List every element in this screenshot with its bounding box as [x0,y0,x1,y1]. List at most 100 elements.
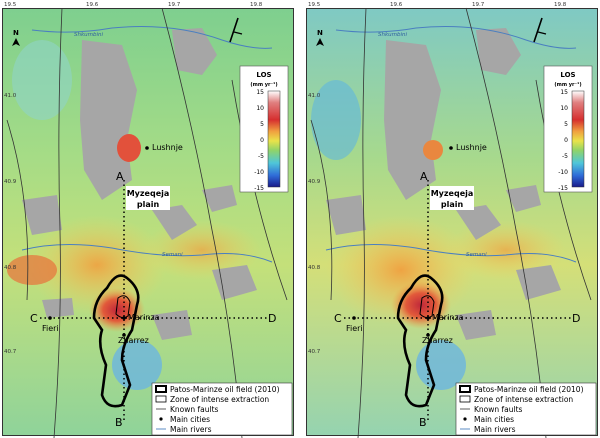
lon-tick: 19.5 [4,2,17,8]
subsidence-zone [12,40,72,120]
fault-line [231,79,288,301]
city-dot-zharrez [122,333,126,337]
river-label-shkumbini: Shkumbini [378,32,408,38]
lat-tick: 40.8 [4,265,17,271]
lon-tick: 19.8 [554,2,567,8]
legend-symbol-extraction [459,395,471,403]
legend-label: Known faults [170,405,219,414]
legend-symbol-city [159,417,163,421]
profile-label-c: C [30,312,38,325]
fault-line [465,7,547,438]
profile-label-a: A [420,170,428,183]
uplift-hotspot [423,140,443,160]
river-label-semani: Semani [466,252,487,258]
colorbar-title: LOS [256,71,271,79]
colorbar-tick: 0 [260,137,264,144]
place-zharrez: Zharrez [422,336,453,345]
lat-tick: 41.0 [308,93,321,99]
colorbar-gradient [267,90,281,188]
oil-field-outline [396,274,444,408]
no-data-area [506,185,541,212]
plain-label-line2: plain [137,200,160,209]
uplift-hotspot [117,134,141,162]
lat-tick: 40.7 [4,349,17,355]
legend-label: Patos-Marinze oil field (2010) [170,385,280,394]
no-data-area [42,298,74,318]
city-dot-fieri [48,316,52,320]
no-data-area [152,205,197,240]
subsidence-zone [416,340,466,390]
legend-label: Main cities [170,415,210,424]
place-zharrez: Zharrez [118,336,149,345]
no-data-area [80,40,137,200]
place-fieri: Fieri [42,324,59,333]
legend-label: Main cities [474,415,514,424]
no-data-area [326,195,366,235]
city-dot-fieri [352,316,356,320]
subsidence-zone [311,80,361,160]
intense-extraction-zone [419,295,435,319]
no-data-area [202,185,237,212]
fault-line [535,79,592,301]
colorbar-unit: (mm yr⁻¹) [250,82,277,88]
legend-label: Main rivers [474,425,516,434]
colorbar-tick: -10 [558,169,568,176]
place-marinza: Marinza [128,313,160,322]
river-label-semani: Semani [162,252,183,258]
intense-extraction-zone [115,295,131,319]
profile-label-c: C [334,312,342,325]
fault-line [357,7,367,438]
map-svg-right: 19.5 19.6 19.7 19.8 41.0 40.9 40.8 40.7 … [306,2,598,438]
north-label: N [317,29,323,37]
colorbar-title: LOS [560,71,575,79]
no-data-area [384,40,441,200]
place-marinza: Marinza [432,313,464,322]
place-lushnje: Lushnje [152,143,183,152]
profile-label-b: B [115,416,123,429]
oil-field-outline [92,274,140,408]
no-data-area [456,205,501,240]
place-lushnje: Lushnje [456,143,487,152]
lon-tick: 19.5 [308,2,321,8]
lon-tick: 19.8 [250,2,263,8]
colorbar-tick: -10 [254,169,264,176]
map-frame [2,8,294,436]
colorbar-tick: 10 [256,105,264,112]
lon-tick: 19.6 [390,2,403,8]
los-direction-icon [229,17,243,43]
profile-label-d: D [572,312,580,325]
city-dot-lushnje [145,146,149,150]
lon-tick: 19.7 [472,2,485,8]
lon-tick: 19.7 [168,2,181,8]
city-dot-marinza [426,316,430,320]
no-data-area [172,28,217,75]
colorbar-tick: 0 [564,137,568,144]
lat-tick: 40.7 [308,349,321,355]
insar-map-right: 19.5 19.6 19.7 19.8 41.0 40.9 40.8 40.7 … [306,0,598,438]
no-data-area [476,28,521,75]
map-frame [306,8,598,436]
lon-tick: 19.6 [86,2,99,8]
colorbar-tick: -15 [558,185,568,192]
north-arrow-icon [316,38,324,46]
colorbar-tick: -15 [254,185,264,192]
river-shkumbini [335,26,577,49]
profile-label-b: B [419,416,427,429]
no-data-area [22,195,62,235]
deformation-patch [7,255,57,285]
plain-label-box [126,186,170,210]
plain-label-line1: Myzeqeja [431,189,474,198]
deformation-patch [27,215,167,315]
lat-tick: 40.9 [4,179,17,185]
subsidence-zone [112,340,162,390]
legend-label: Zone of intense extraction [474,395,573,404]
river-semani [325,243,577,263]
colorbar-gradient [571,90,585,188]
river-semani [21,243,273,263]
profile-label-d: D [268,312,276,325]
fault-line [161,7,243,438]
colorbar-tick: -5 [258,153,264,160]
legend-label: Patos-Marinze oil field (2010) [474,385,584,394]
lat-tick: 40.8 [308,265,321,271]
colorbar-unit: (mm yr⁻¹) [554,82,581,88]
